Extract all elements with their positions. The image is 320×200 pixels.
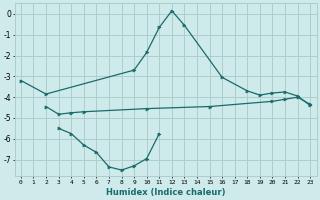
X-axis label: Humidex (Indice chaleur): Humidex (Indice chaleur) — [106, 188, 225, 197]
